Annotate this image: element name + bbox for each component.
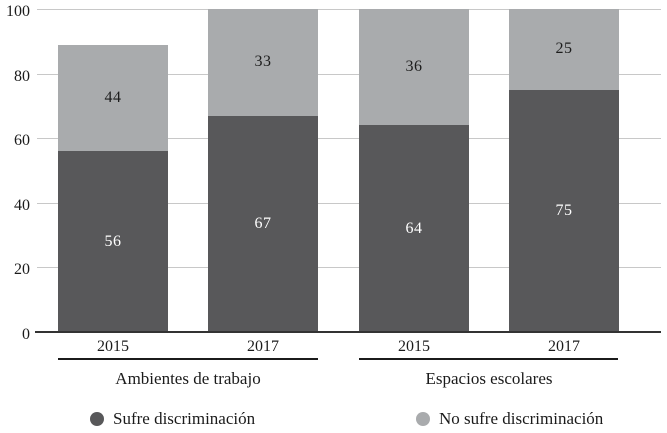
legend-item-no-sufre: No sufre discriminación [416, 410, 603, 428]
bar-segment-sufre [509, 89, 619, 332]
x-axis-line [35, 331, 661, 333]
bar-segment-sufre [359, 125, 469, 332]
bar-value-label-sufre: 56 [104, 232, 122, 250]
bar-segment-no-sufre [509, 9, 619, 90]
group-label-escolares: Espacios escolares [425, 369, 553, 388]
legend-label-sufre: Sufre discriminación [113, 409, 256, 428]
y-axis-tick-label: 40 [14, 196, 30, 214]
gridline-80 [37, 73, 661, 75]
bar-value-label-no-sufre: 36 [405, 58, 423, 76]
bar-segment-no-sufre [359, 9, 469, 126]
bar-value-label-no-sufre: 44 [104, 88, 122, 106]
bar-value-label-sufre: 75 [555, 201, 573, 219]
legend-swatch-sufre [90, 412, 104, 426]
gridline-100 [37, 9, 661, 10]
bar-segment-no-sufre [58, 44, 168, 152]
bar-segment-sufre [208, 115, 318, 332]
gridline-40 [37, 202, 661, 204]
bar-value-label-no-sufre: 33 [254, 53, 272, 71]
group-label-trabajo: Ambientes de trabajo [115, 369, 261, 388]
bar-value-label-sufre: 67 [254, 214, 272, 232]
legend-swatch-no-sufre [416, 412, 430, 426]
bar-segment-no-sufre [208, 9, 318, 116]
y-axis-tick-label: 20 [14, 261, 30, 279]
legend-label-no-sufre: No sufre discriminación [439, 409, 604, 428]
x-axis-year-label: 2015 [97, 338, 129, 355]
y-axis-tick-label: 80 [14, 67, 30, 85]
group-underline-trabajo [58, 358, 318, 360]
bar-segment-sufre [58, 151, 168, 332]
legend-item-sufre: Sufre discriminación [90, 410, 255, 428]
y-axis-tick-label: 100 [6, 3, 30, 20]
bar-value-label-sufre: 64 [405, 219, 423, 237]
y-axis-tick-label: 60 [14, 132, 30, 150]
gridline-60 [37, 138, 661, 140]
x-axis-year-label: 2015 [398, 338, 430, 355]
bar-value-label-no-sufre: 25 [555, 40, 573, 58]
x-axis-year-label: 2017 [247, 338, 279, 355]
x-axis-year-label: 2017 [548, 338, 580, 355]
gridline-20 [37, 267, 661, 269]
y-axis-tick-label: 0 [22, 326, 30, 343]
group-underline-escolares [359, 358, 618, 360]
